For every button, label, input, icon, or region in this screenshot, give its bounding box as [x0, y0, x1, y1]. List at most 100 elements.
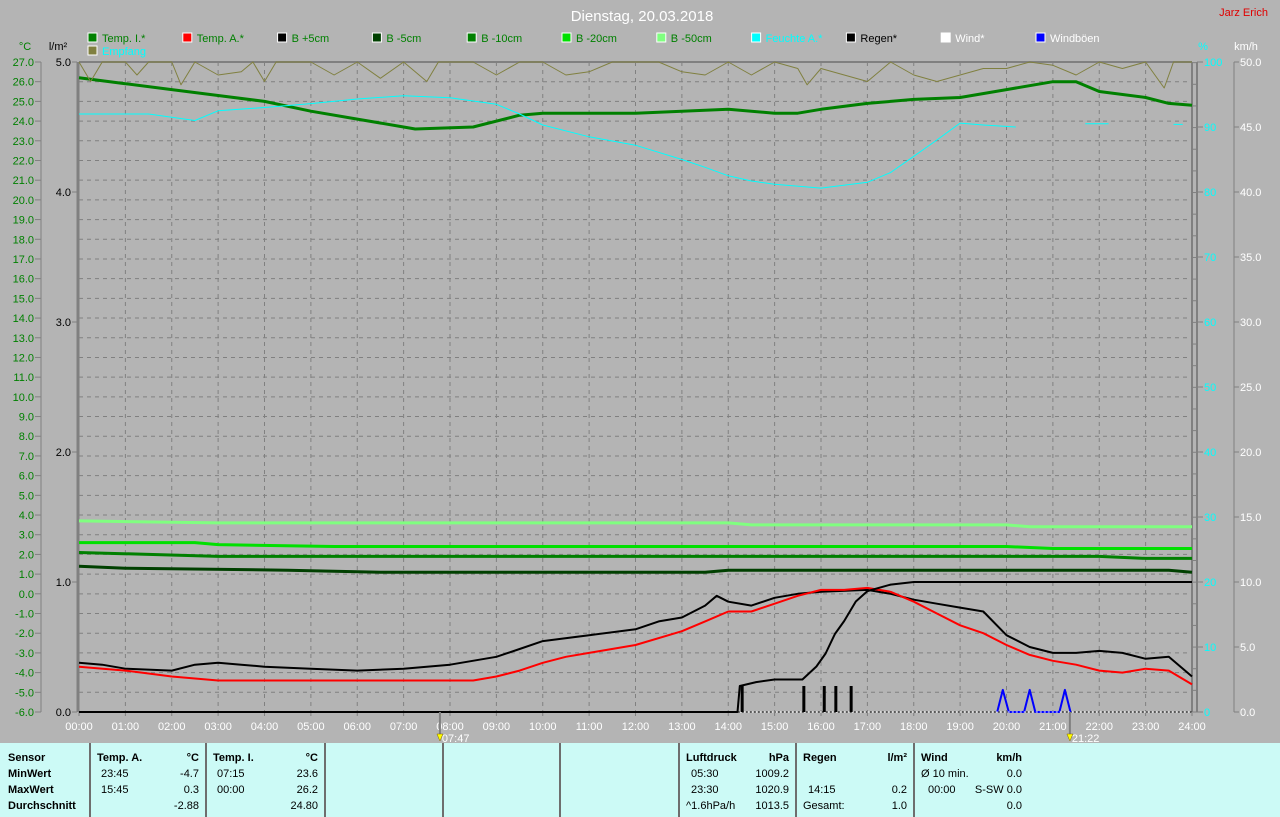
legend-swatch: [87, 32, 98, 43]
rain-tick-label: 0.0: [56, 707, 71, 719]
temp-tick-label: 7.0: [19, 451, 34, 463]
wind-tick-label: 10.0: [1240, 577, 1261, 589]
humidity-tick-label: 100: [1204, 57, 1222, 69]
humidity-tick-label: 70: [1204, 252, 1216, 264]
temp-tick-label: 6.0: [19, 471, 34, 483]
x-tick-label: 01:00: [112, 721, 140, 733]
temp-tick-label: 3.0: [19, 530, 34, 542]
x-tick-label: 02:00: [158, 721, 186, 733]
temp-tick-label: -1.0: [15, 609, 34, 621]
legend-label: B -10cm: [481, 33, 522, 45]
temp-tick-label: 27.0: [13, 57, 34, 69]
row-label: MinWert: [8, 768, 52, 780]
header: Wind: [921, 752, 948, 764]
x-tick-label: 06:00: [343, 721, 371, 733]
col-empty: [324, 743, 442, 817]
col-pressure: Luftdruck hPa 05:30 1009.2 23:30 1020.9 …: [678, 743, 795, 817]
min-value: 23.6: [296, 768, 318, 780]
temp-tick-label: 24.0: [13, 116, 34, 128]
wind-tick-label: 25.0: [1240, 382, 1261, 394]
header: Temp. I.: [213, 752, 254, 764]
series-line-b-5cm: [78, 564, 1193, 574]
unit: °C: [186, 752, 199, 764]
sunset-icon: [1066, 733, 1074, 742]
humidity-tick-label: 50: [1204, 382, 1216, 394]
rain-tick-label: 5.0: [56, 57, 71, 69]
x-tick-label: 03:00: [204, 721, 232, 733]
series-line-regen: [79, 581, 1192, 713]
x-tick-label: 15:00: [761, 721, 789, 733]
statistics-table: Sensor MinWert MaxWert Durchschnitt Temp…: [0, 743, 1280, 817]
avg-value: 24.80: [290, 800, 318, 812]
x-tick-label: 04:00: [251, 721, 279, 733]
legend-swatch: [182, 32, 193, 43]
legend-label: B -50cm: [671, 33, 712, 45]
unit: °C: [305, 752, 318, 764]
x-tick-label: 16:00: [807, 721, 835, 733]
humidity-tick-label: 90: [1204, 122, 1216, 134]
avg-label: Ø 10 min.: [921, 768, 969, 780]
grid: [79, 62, 1192, 712]
rain-tick-label: 4.0: [56, 187, 71, 199]
total-label: Gesamt:: [803, 800, 845, 812]
min-time: 05:30: [691, 768, 719, 780]
third-value: 0.0: [1006, 800, 1022, 812]
unit: km/h: [996, 752, 1022, 764]
temp-tick-label: 25.0: [13, 96, 34, 108]
legend-label: Empfang: [102, 46, 146, 58]
legend-swatch: [845, 32, 856, 43]
series-line-feuchte-a: [79, 95, 1183, 189]
rain-axis-unit: l/m²: [49, 41, 68, 53]
weather-chart: Dienstag, 20.03.2018 Jarz Erich Temp. I.…: [13, 7, 1268, 743]
max-value: 0.2: [891, 784, 907, 796]
series-line-temp-i: [78, 76, 1193, 131]
wind-tick-label: 20.0: [1240, 447, 1261, 459]
legend-swatch: [1035, 32, 1046, 43]
x-tick-label: 13:00: [668, 721, 696, 733]
series-line-temp-a: [78, 586, 1193, 686]
temp-tick-label: 2.0: [19, 549, 34, 561]
sunrise-time: 07:47: [442, 733, 470, 743]
temp-tick-label: 4.0: [19, 510, 34, 522]
series: [78, 61, 1193, 713]
header: Luftdruck: [686, 752, 737, 764]
legend-label: Feuchte A.*: [766, 33, 824, 45]
series-line-empfang: [78, 61, 1192, 89]
temp-tick-label: 10.0: [13, 392, 34, 404]
avg-value: -2.88: [173, 800, 199, 812]
legend-swatch: [277, 32, 288, 43]
x-tick-label: 07:00: [390, 721, 418, 733]
x-tick-label: 21:00: [1039, 721, 1067, 733]
sun-markers: 07:47 21:22: [436, 712, 1099, 743]
wind-tick-label: 35.0: [1240, 252, 1261, 264]
humidity-tick-label: 60: [1204, 317, 1216, 329]
x-tick-label: 08:00: [436, 721, 464, 733]
temp-tick-label: 5.0: [19, 490, 34, 502]
max-time: 15:45: [101, 784, 129, 796]
header: Temp. A.: [97, 752, 143, 764]
temp-tick-label: -5.0: [15, 687, 34, 699]
x-tick-label: 24:00: [1178, 721, 1206, 733]
legend-swatch: [940, 32, 951, 43]
wind-tick-label: 30.0: [1240, 317, 1261, 329]
owner-label: Jarz Erich: [1219, 7, 1268, 19]
temp-tick-label: 18.0: [13, 234, 34, 246]
row-label: MaxWert: [8, 784, 54, 796]
row-label: Durchschnitt: [8, 800, 76, 812]
max-time: 00:00: [928, 784, 956, 796]
legend-label: B +5cm: [292, 33, 330, 45]
humidity-tick-label: 0: [1204, 707, 1210, 719]
total-value: 1.0: [891, 800, 907, 812]
avg-value: 1013.5: [755, 800, 789, 812]
humidity-tick-label: 20: [1204, 577, 1216, 589]
humidity-axis-unit: %: [1198, 41, 1208, 53]
x-tick-label: 05:00: [297, 721, 325, 733]
rain-tick-label: 2.0: [56, 447, 71, 459]
temp-tick-label: -3.0: [15, 648, 34, 660]
temp-tick-label: 16.0: [13, 274, 34, 286]
unit: l/m²: [887, 752, 907, 764]
avg-value: 0.0: [1006, 768, 1022, 780]
temp-tick-label: 1.0: [19, 569, 34, 581]
humidity-tick-label: 80: [1204, 187, 1216, 199]
series-line-b-50cm: [78, 519, 1192, 529]
